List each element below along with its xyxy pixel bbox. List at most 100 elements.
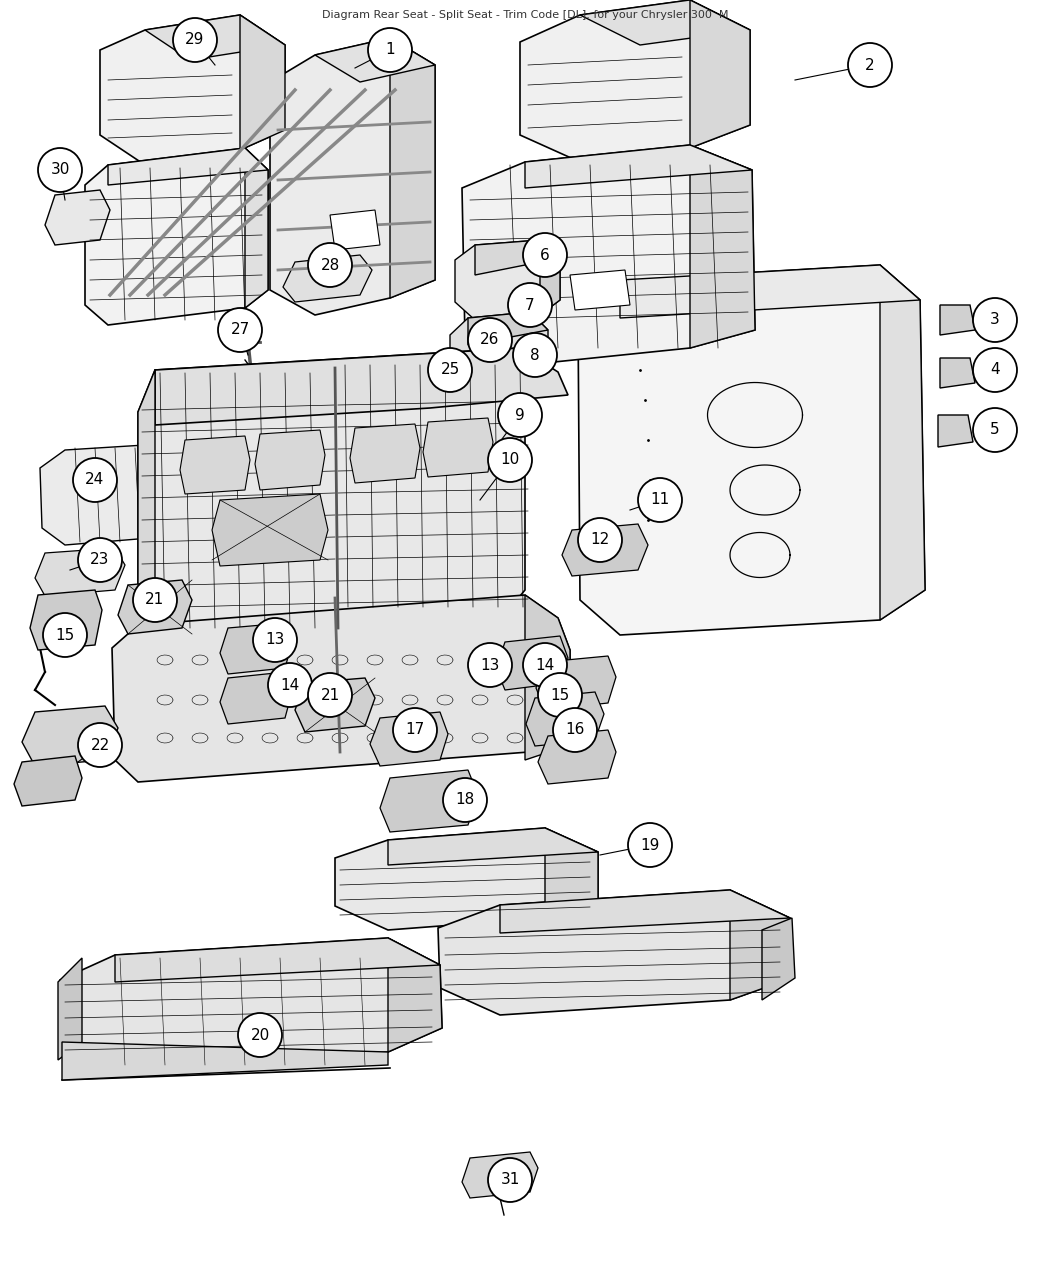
Circle shape xyxy=(308,244,352,287)
Polygon shape xyxy=(520,0,750,162)
Text: Diagram Rear Seat - Split Seat - Trim Code [DL]. for your Chrysler 300  M: Diagram Rear Seat - Split Seat - Trim Co… xyxy=(321,10,729,20)
Text: 15: 15 xyxy=(550,687,569,703)
Polygon shape xyxy=(423,418,494,477)
Circle shape xyxy=(488,439,532,482)
Polygon shape xyxy=(212,493,328,566)
Text: 15: 15 xyxy=(56,627,75,643)
Text: 16: 16 xyxy=(565,723,585,737)
Circle shape xyxy=(74,458,117,502)
Polygon shape xyxy=(255,430,326,490)
Polygon shape xyxy=(145,15,285,60)
Text: 13: 13 xyxy=(480,658,500,672)
Text: 10: 10 xyxy=(501,453,520,468)
Polygon shape xyxy=(562,524,648,576)
Polygon shape xyxy=(220,623,292,674)
Text: 31: 31 xyxy=(500,1173,520,1187)
Circle shape xyxy=(268,663,312,708)
Polygon shape xyxy=(108,148,268,185)
Polygon shape xyxy=(30,590,102,650)
Circle shape xyxy=(523,643,567,687)
Polygon shape xyxy=(85,148,268,325)
Circle shape xyxy=(638,478,682,521)
Polygon shape xyxy=(545,827,598,918)
Polygon shape xyxy=(35,548,125,595)
Text: 30: 30 xyxy=(50,162,69,177)
Circle shape xyxy=(38,148,82,193)
Polygon shape xyxy=(525,145,752,187)
Circle shape xyxy=(368,28,412,71)
Text: 22: 22 xyxy=(90,737,109,752)
Polygon shape xyxy=(468,312,548,346)
Text: 27: 27 xyxy=(230,323,250,338)
Circle shape xyxy=(308,673,352,717)
Circle shape xyxy=(133,578,177,622)
Text: 19: 19 xyxy=(640,838,659,853)
Polygon shape xyxy=(450,390,520,435)
Polygon shape xyxy=(112,595,570,782)
Circle shape xyxy=(218,309,262,352)
Text: 14: 14 xyxy=(280,677,299,692)
Polygon shape xyxy=(536,657,616,710)
Text: 1: 1 xyxy=(385,42,395,57)
Polygon shape xyxy=(620,265,920,317)
Polygon shape xyxy=(730,890,792,1000)
Polygon shape xyxy=(880,265,925,620)
Circle shape xyxy=(578,518,622,562)
Text: 4: 4 xyxy=(990,362,1000,377)
Text: 24: 24 xyxy=(85,473,105,487)
Circle shape xyxy=(443,778,487,822)
Text: 26: 26 xyxy=(480,333,500,348)
Circle shape xyxy=(628,822,672,867)
Text: 3: 3 xyxy=(990,312,1000,328)
Polygon shape xyxy=(22,706,118,766)
Text: 8: 8 xyxy=(530,348,540,362)
Polygon shape xyxy=(58,958,82,1060)
Circle shape xyxy=(393,708,437,752)
Polygon shape xyxy=(138,370,155,630)
Text: 18: 18 xyxy=(456,793,475,807)
Polygon shape xyxy=(138,348,525,630)
Polygon shape xyxy=(526,692,604,746)
Polygon shape xyxy=(390,38,435,298)
Polygon shape xyxy=(380,770,478,833)
Polygon shape xyxy=(330,210,380,250)
Polygon shape xyxy=(284,255,372,302)
Text: 25: 25 xyxy=(440,362,460,377)
Polygon shape xyxy=(220,672,292,724)
Text: 13: 13 xyxy=(266,632,285,648)
Polygon shape xyxy=(240,15,285,150)
Polygon shape xyxy=(180,436,250,493)
Circle shape xyxy=(973,348,1017,391)
Polygon shape xyxy=(60,938,442,1068)
Polygon shape xyxy=(40,445,168,544)
Circle shape xyxy=(43,613,87,657)
Polygon shape xyxy=(335,827,598,929)
Text: 5: 5 xyxy=(990,422,1000,437)
Polygon shape xyxy=(438,890,792,1015)
Circle shape xyxy=(848,43,892,87)
Polygon shape xyxy=(350,425,420,483)
Text: 20: 20 xyxy=(250,1028,270,1043)
Polygon shape xyxy=(388,938,442,1052)
Circle shape xyxy=(553,708,597,752)
Circle shape xyxy=(253,618,297,662)
Polygon shape xyxy=(940,358,975,388)
Polygon shape xyxy=(762,918,795,1000)
Polygon shape xyxy=(475,240,560,275)
Polygon shape xyxy=(450,312,548,391)
Circle shape xyxy=(508,283,552,326)
Polygon shape xyxy=(45,190,110,245)
Polygon shape xyxy=(690,145,755,348)
Polygon shape xyxy=(578,265,925,635)
Polygon shape xyxy=(14,756,82,806)
Circle shape xyxy=(173,18,217,62)
Text: 12: 12 xyxy=(590,533,610,547)
Text: 2: 2 xyxy=(865,57,875,73)
Circle shape xyxy=(973,408,1017,453)
Circle shape xyxy=(488,1158,532,1202)
Circle shape xyxy=(238,1014,282,1057)
Circle shape xyxy=(468,317,512,362)
Polygon shape xyxy=(116,938,440,982)
Text: 6: 6 xyxy=(540,247,550,263)
Polygon shape xyxy=(500,890,790,933)
